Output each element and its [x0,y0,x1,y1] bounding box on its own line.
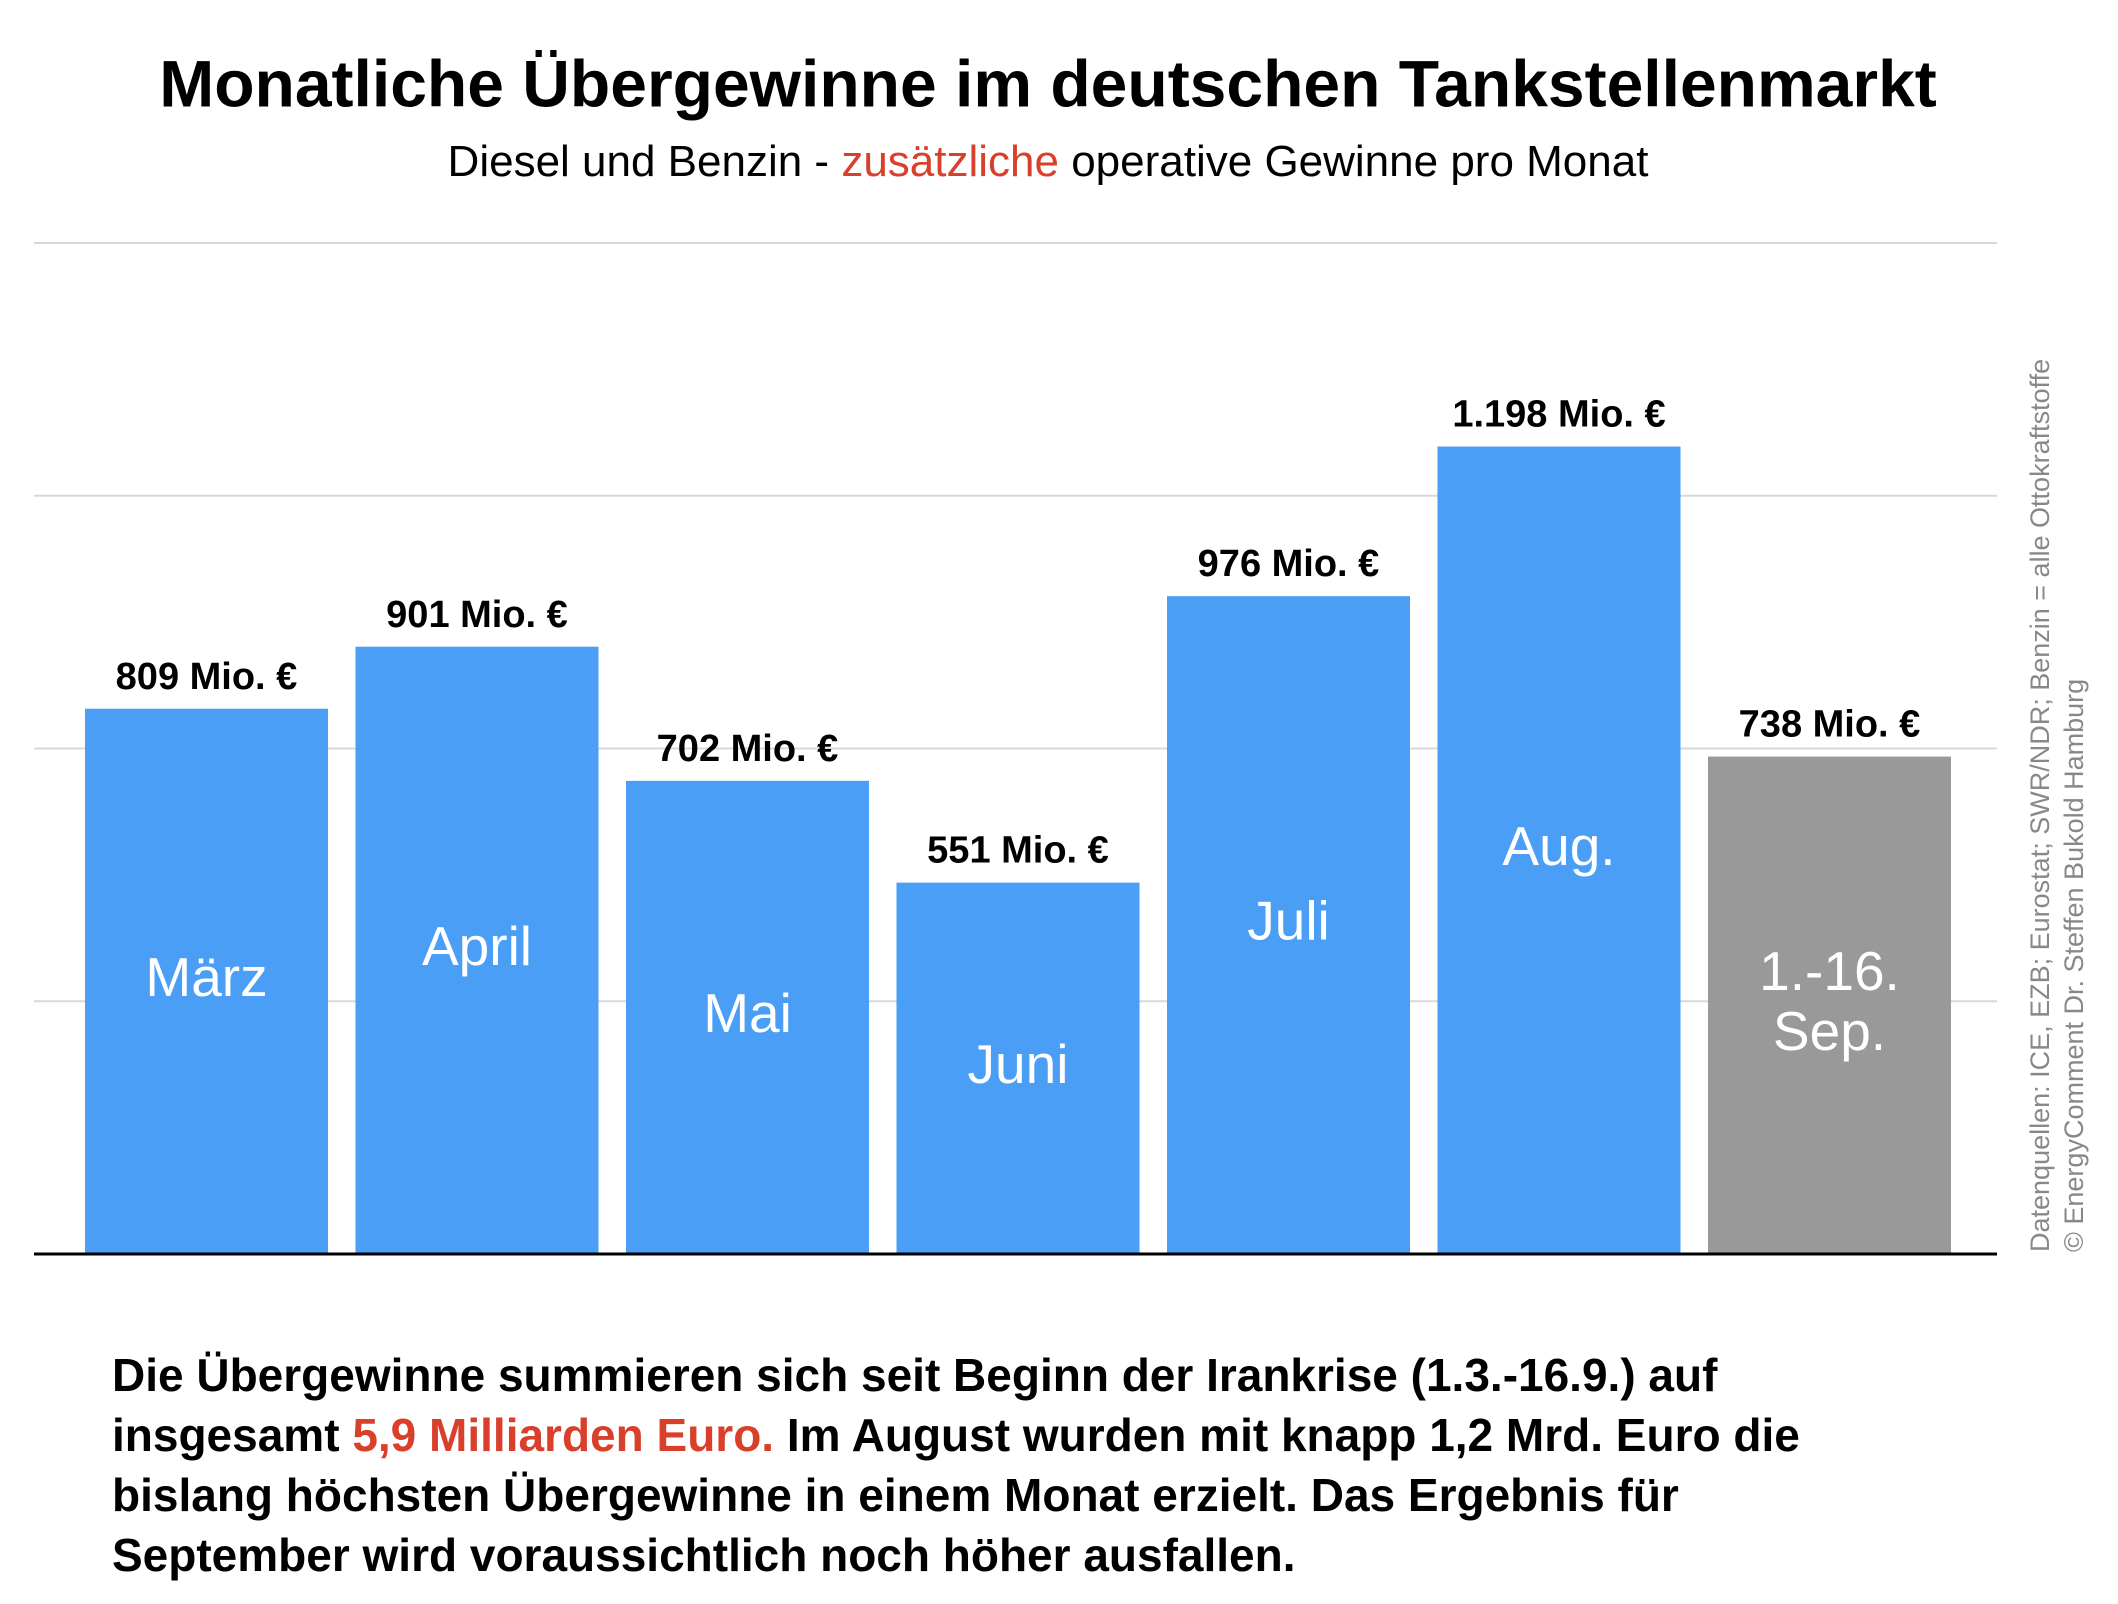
category-label: März [145,946,267,1008]
category-label: Juli [1247,890,1330,952]
category-label: Mai [703,982,792,1044]
category-label: Aug. [1502,815,1615,877]
source-note: Datenquellen: ICE, EZB; Eurostat; SWR/ND… [2025,359,2055,1252]
source-note: © EnergyComment Dr. Steffen Bukold Hambu… [2059,679,2089,1252]
value-label: 738 Mio. € [1739,704,1921,746]
bar [1708,756,1951,1254]
value-label: 901 Mio. € [386,594,568,636]
bar [896,882,1140,1254]
note-text: Die Übergewinne summieren sich seit Begi… [112,1349,1718,1461]
chart-title: Monatliche Übergewinne im deutschen Tank… [159,46,1937,120]
category-label: Juni [968,1033,1069,1095]
category-label: 1.-16. [1759,940,1900,1002]
bar [626,780,869,1254]
subtitle-highlight: zusätzliche [841,137,1059,186]
value-label: 976 Mio. € [1198,543,1380,585]
note-highlight: 5,9 Milliarden Euro. [352,1409,775,1461]
bar [355,646,599,1254]
bar [1437,446,1681,1255]
note-text: Im August wurden mit knapp 1,2 Mrd. Euro… [112,1409,1800,1581]
value-label: 809 Mio. € [116,656,298,698]
chart-subtitle: Diesel und Benzin - zusätzliche operativ… [448,137,1649,186]
chart: Monatliche Übergewinne im deutschen Tank… [34,46,2089,1256]
bar [1167,596,1410,1254]
category-label: April [422,915,532,977]
note: Die Übergewinne summieren sich seit Begi… [112,1345,1912,1585]
value-label: 1.198 Mio. € [1452,394,1665,436]
value-label: 551 Mio. € [927,830,1109,872]
bar [85,708,328,1254]
value-label: 702 Mio. € [657,728,839,770]
subtitle-part: operative Gewinne pro Monat [1059,137,1648,186]
category-label: Sep. [1773,1000,1886,1062]
subtitle-part: Diesel und Benzin - [448,137,842,186]
